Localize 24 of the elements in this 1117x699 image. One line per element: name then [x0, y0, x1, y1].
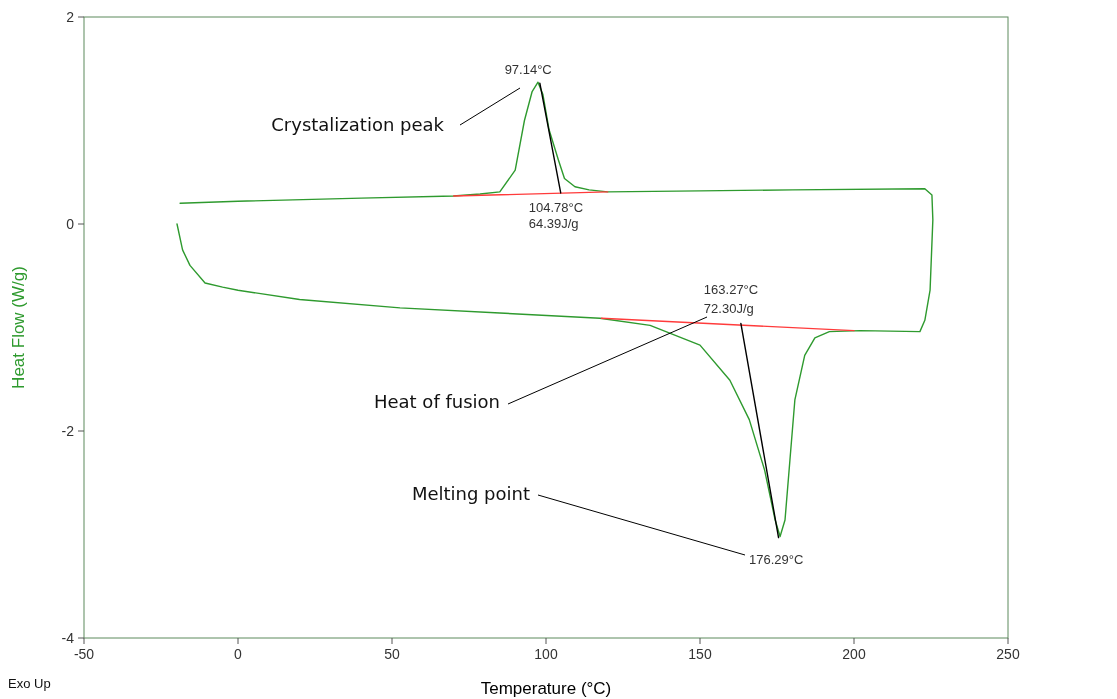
x-tick-label: 0 — [234, 646, 243, 662]
y-tick-label: -4 — [61, 630, 75, 646]
x-tick-label: 50 — [384, 646, 400, 662]
annotation: Heat of fusion — [373, 391, 500, 412]
annotation: 97.14°C — [504, 62, 552, 78]
annotation: Crystalization peak — [271, 114, 445, 135]
annotation: 72.30J/g — [703, 301, 754, 317]
x-tick-label: 100 — [534, 646, 558, 662]
line-series — [176, 81, 934, 538]
x-tick-label: 250 — [996, 646, 1020, 662]
annotation: 64.39J/g — [528, 215, 579, 231]
text: Exo Up — [8, 676, 51, 691]
annotation: 104.78°C — [528, 199, 584, 215]
annotation: 176.29°C — [748, 551, 804, 567]
y-tick-label: 2 — [66, 9, 75, 25]
y-tick-label: -2 — [61, 423, 75, 439]
annotation: 163.27°C — [703, 282, 759, 298]
x-tick-label: 150 — [688, 646, 712, 662]
x-axis-title: Temperature (°C) — [480, 679, 612, 698]
annotation: Melting point — [411, 483, 530, 504]
y-tick-label: 0 — [66, 216, 75, 232]
x-tick-label: -50 — [73, 646, 95, 662]
y-axis-title: Heat Flow (W/g) — [9, 266, 28, 389]
x-tick-label: 200 — [842, 646, 866, 662]
